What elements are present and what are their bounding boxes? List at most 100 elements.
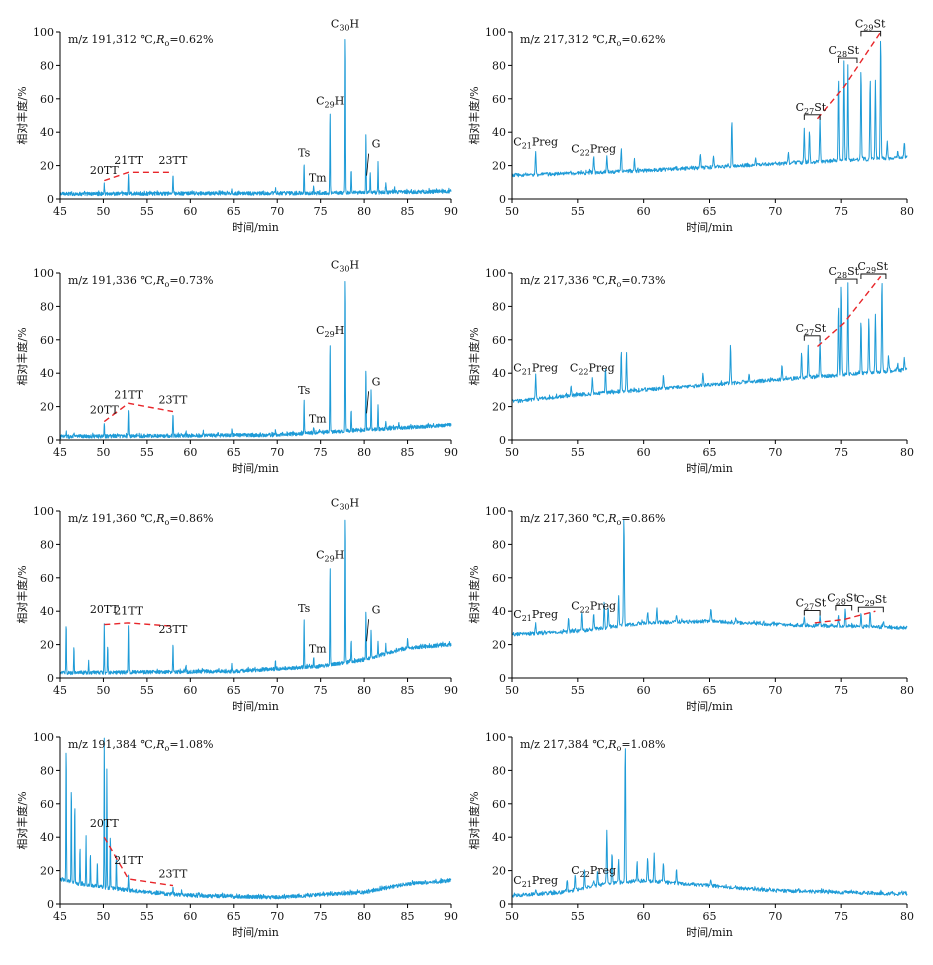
peak-label: Tm [309,172,327,185]
trend-line [817,275,882,348]
peak-label: 20TT [90,403,120,416]
x-tick-label: 80 [900,910,914,923]
y-tick-label: 0 [47,434,54,447]
y-tick-label: 0 [47,193,54,206]
y-tick-label: 100 [485,731,506,744]
peak-label: C29St [856,593,887,608]
x-tick-label: 80 [357,205,371,218]
trend-line [103,402,174,423]
peak-group-bracket [838,57,858,64]
x-tick-label: 55 [571,910,585,923]
y-tick-label: 100 [33,26,54,39]
chart-panel-8: 50 55 60 65 70 75 80 0 20 40 60 80 100 时间/min 相对丰度/% m/… [467,731,914,939]
y-tick-label: 40 [492,367,506,380]
peak-label: C22Preg [570,362,615,377]
x-axis-title: 时间/min [232,462,279,475]
x-tick-label: 65 [227,910,241,923]
peak-label: C27St [796,101,827,116]
x-tick-label: 60 [183,684,197,697]
y-tick-label: 0 [47,898,54,911]
x-axis-title: 时间/min [232,926,279,939]
peak-label: C21Preg [513,874,558,889]
y-tick-label: 20 [40,401,54,414]
peak-label: 21TT [114,388,144,401]
peak-label: C28St [829,44,860,59]
peak-label: Ts [298,384,311,397]
x-tick-label: 85 [401,205,415,218]
y-tick-label: 0 [499,193,506,206]
x-tick-label: 55 [140,205,154,218]
y-tick-label: 100 [485,505,506,518]
peak-label: G [372,375,381,388]
peak-label: C22Preg [571,600,616,615]
x-tick-label: 50 [505,910,519,923]
peak-label: 20TT [90,603,120,616]
y-axis-title: 相对丰度/% [15,327,29,385]
x-tick-label: 55 [140,910,154,923]
y-tick-label: 40 [40,831,54,844]
peak-label: C21Preg [513,362,558,377]
x-tick-label: 75 [314,205,328,218]
x-tick-label: 90 [444,910,458,923]
y-tick-label: 80 [492,59,506,72]
y-tick-label: 60 [40,572,54,585]
y-tick-label: 20 [40,160,54,173]
peak-label: Tm [309,413,327,426]
signal-trace [511,40,908,178]
x-tick-label: 45 [53,205,67,218]
x-tick-label: 70 [768,446,782,459]
x-tick-label: 90 [444,205,458,218]
peak-label: C30H [331,18,359,33]
y-tick-label: 40 [40,605,54,618]
x-tick-label: 70 [768,684,782,697]
x-tick-label: 75 [834,205,848,218]
peak-label: C29St [855,17,886,32]
y-tick-label: 100 [33,505,54,518]
x-tick-label: 65 [703,684,717,697]
y-tick-label: 60 [40,334,54,347]
chart-panel-1: 45 50 55 60 65 70 75 80 85 90 0 20 40 60 80 100 时间/min 相对… [15,18,458,234]
peak-group-bracket [835,278,858,285]
x-tick-label: 75 [314,446,328,459]
x-tick-label: 65 [227,684,241,697]
x-tick-label: 65 [703,446,717,459]
y-tick-label: 0 [499,434,506,447]
y-tick-label: 40 [40,126,54,139]
x-tick-label: 80 [900,446,914,459]
peak-label: C29H [316,548,344,563]
x-tick-label: 85 [401,910,415,923]
signal-trace [511,748,908,898]
x-axis-title: 时间/min [232,700,279,713]
peak-label: Tm [309,642,327,655]
chart-panel-5: 45 50 55 60 65 70 75 80 85 90 0 20 40 60 80 100 时间/min 相对… [15,497,458,713]
x-tick-label: 60 [637,910,651,923]
peak-label: 21TT [114,854,144,867]
x-tick-label: 50 [96,446,110,459]
y-tick-label: 0 [499,898,506,911]
x-tick-label: 70 [270,684,284,697]
x-tick-label: 80 [357,446,371,459]
chart-panel-6: 50 55 60 65 70 75 80 0 20 40 60 80 100 时间/min 相对丰度/% m/… [467,505,914,713]
signal-trace [511,282,908,404]
y-tick-label: 80 [40,538,54,551]
panel-title: m/z 217,384 ℃,Ro=1.08% [520,738,666,753]
peak-group-bracket [860,30,882,37]
peak-label: Ts [298,146,311,159]
trend-line [104,622,174,627]
trend-line [814,610,876,624]
peak-label: 23TT [159,393,189,406]
peak-group-bracket [860,273,887,280]
y-tick-label: 20 [492,865,506,878]
y-tick-label: 100 [33,267,54,280]
peak-label: G [372,138,381,151]
x-tick-label: 65 [703,205,717,218]
peak-label: 21TT [114,605,144,618]
x-tick-label: 90 [444,446,458,459]
peak-label: 20TT [90,164,120,177]
label-leader [366,619,369,642]
x-tick-label: 75 [834,910,848,923]
y-tick-label: 60 [40,798,54,811]
y-axis-title: 相对丰度/% [15,86,29,144]
y-tick-label: 20 [40,865,54,878]
